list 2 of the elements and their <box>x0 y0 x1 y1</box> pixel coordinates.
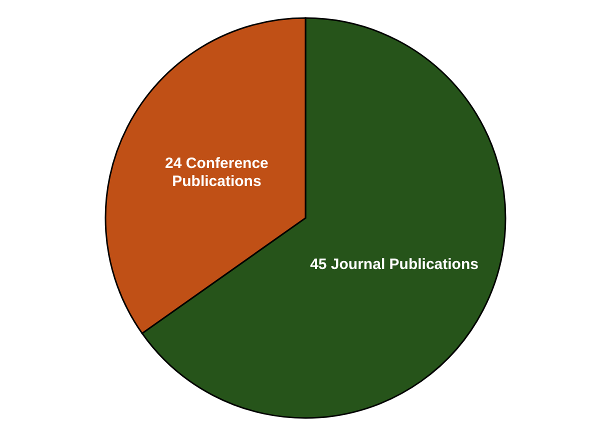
slice-label: 45 Journal Publications <box>310 256 478 274</box>
slice-label: 24 Conference Publications <box>165 154 268 190</box>
